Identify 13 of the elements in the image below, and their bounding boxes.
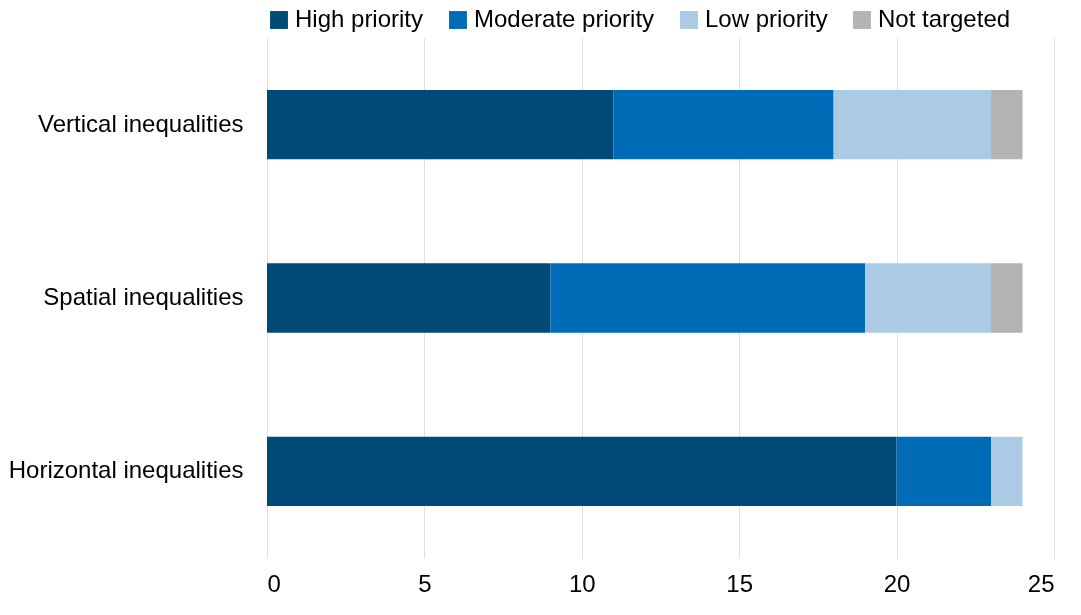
x-tick-label: 0 bbox=[267, 569, 281, 597]
x-tick-label: 10 bbox=[568, 569, 596, 597]
legend-label: Moderate priority bbox=[474, 5, 655, 32]
x-tick-label: 25 bbox=[1027, 569, 1055, 597]
y-tick-label: Horizontal inequalities bbox=[8, 456, 244, 484]
legend-label: Low priority bbox=[705, 5, 828, 32]
x-tick-label: 15 bbox=[726, 569, 754, 597]
x-tick-label: 5 bbox=[418, 569, 432, 597]
y-tick-label: Vertical inequalities bbox=[38, 109, 244, 137]
y-tick-label: Spatial inequalities bbox=[43, 283, 244, 310]
legend-label: High priority bbox=[295, 5, 424, 32]
x-tick-label: 20 bbox=[883, 569, 911, 597]
legend-label: Not targeted bbox=[878, 5, 1011, 32]
